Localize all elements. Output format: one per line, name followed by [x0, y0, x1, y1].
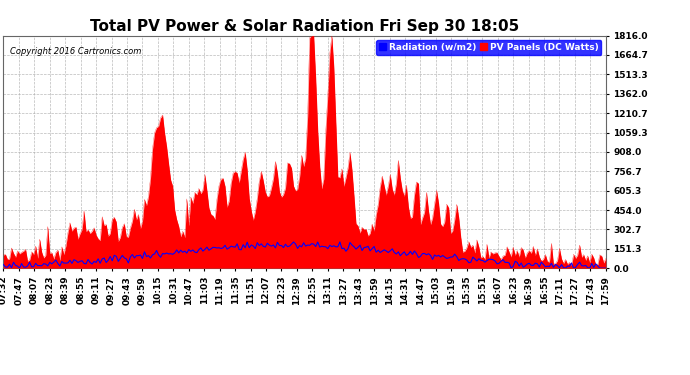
- Text: Copyright 2016 Cartronics.com: Copyright 2016 Cartronics.com: [10, 47, 141, 56]
- Legend: Radiation (w/m2), PV Panels (DC Watts): Radiation (w/m2), PV Panels (DC Watts): [376, 40, 601, 54]
- Title: Total PV Power & Solar Radiation Fri Sep 30 18:05: Total PV Power & Solar Radiation Fri Sep…: [90, 20, 520, 34]
